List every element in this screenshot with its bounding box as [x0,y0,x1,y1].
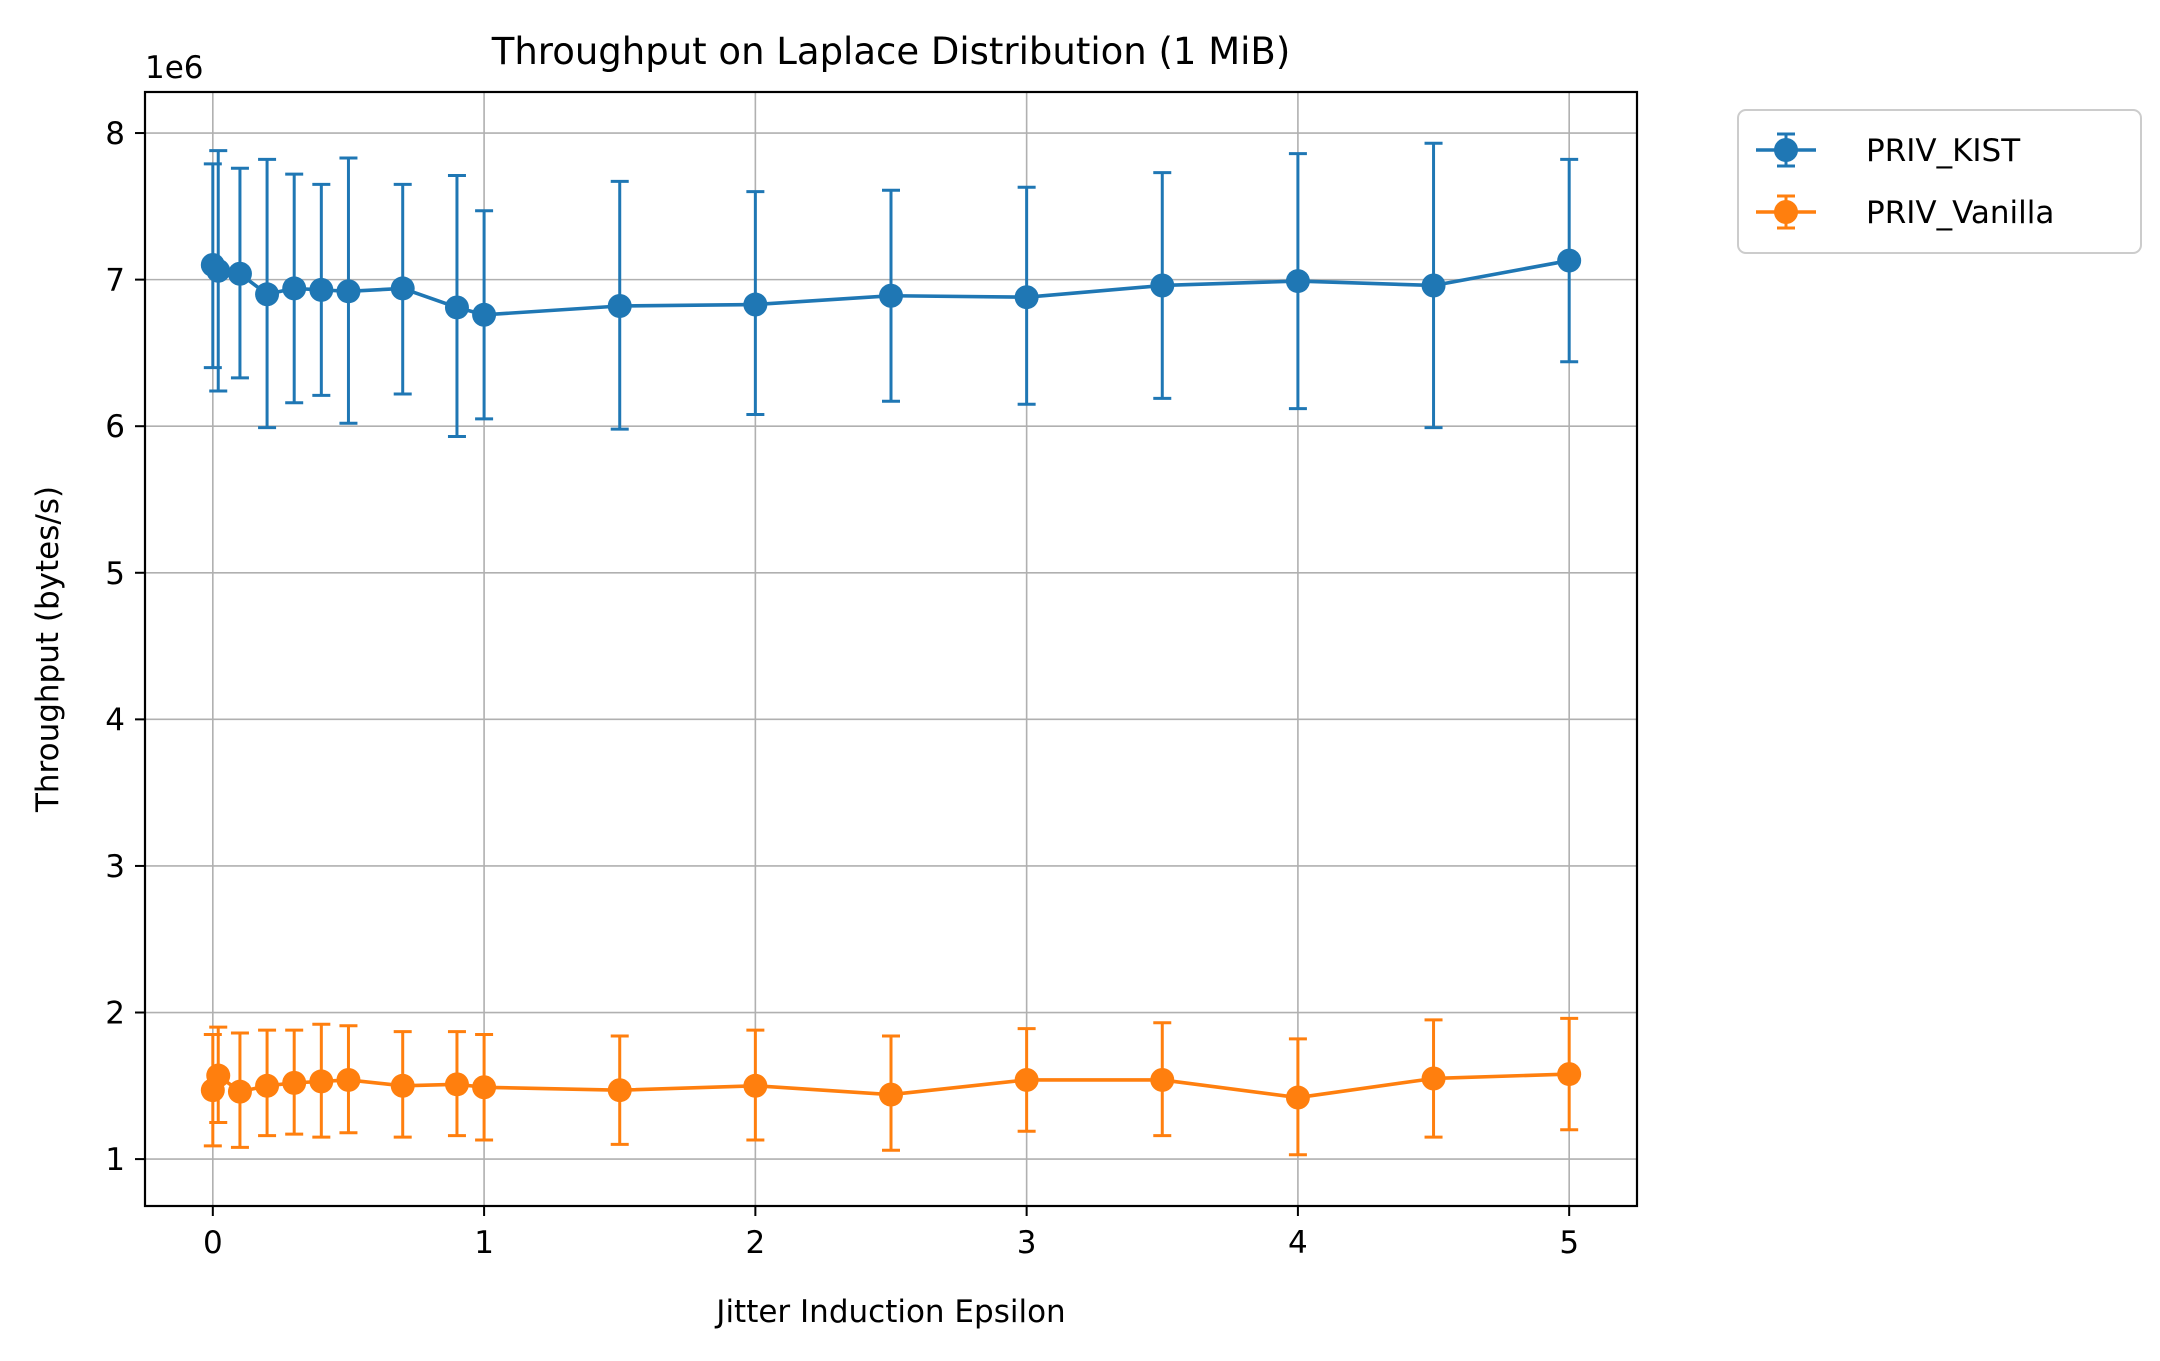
data-point [282,276,307,301]
data-point [309,277,334,302]
y-tick-label: 1 [105,1142,125,1178]
legend: PRIV_KIST PRIV_Vanilla [1737,109,2142,254]
data-point [472,302,497,327]
data-point [255,282,280,307]
y-tick-label: 3 [105,849,125,885]
series-PRIV_Vanilla [200,1016,1582,1157]
data-point [1285,269,1310,294]
legend-label: PRIV_Vanilla [1866,195,2054,231]
data-point [390,1073,415,1098]
x-axis-label: Jitter Induction Epsilon [714,1294,1065,1330]
data-point [1421,273,1446,298]
x-tick-label: 1 [474,1225,494,1261]
plot-frame [143,90,1639,1208]
data-point [444,1072,469,1097]
legend-marker [1774,138,1798,162]
data-point [227,1079,252,1104]
legend-entry-PRIV_KIST: PRIV_KIST [1756,132,2021,169]
data-point [1014,1067,1039,1092]
data-point [309,1069,334,1094]
x-tick-label: 5 [1559,1225,1579,1261]
x-tick-label: 0 [203,1225,223,1261]
data-point [1285,1085,1310,1110]
y-tick-label: 8 [105,116,125,152]
y-tick-label: 6 [105,409,125,445]
series-PRIV_KIST [200,141,1582,438]
data-point [472,1075,497,1100]
data-point [879,283,903,308]
ticks: 0 1 2 3 4 5 1 2 3 4 5 6 7 8 [105,116,1579,1261]
y-tick-label: 2 [105,996,125,1032]
data-point [390,276,415,301]
data-point [282,1070,307,1095]
data-point [607,294,632,319]
data-point [1150,273,1175,298]
data-point [1557,248,1582,273]
chart-title: Throughput on Laplace Distribution (1 Mi… [491,30,1291,73]
x-tick-label: 3 [1017,1225,1037,1261]
y-axis-label: Throughput (bytes/s) [30,486,66,813]
y-tick-label: 7 [105,263,125,299]
data-point [607,1078,632,1103]
data-point [206,1063,231,1088]
x-tick-label: 2 [745,1225,765,1261]
data-point [1421,1066,1446,1091]
legend-label: PRIV_KIST [1866,133,2021,169]
data-point [1557,1062,1582,1087]
x-tick-label: 4 [1288,1225,1308,1261]
data-point [879,1082,903,1107]
legend-entry-PRIV_Vanilla: PRIV_Vanilla [1756,194,2054,231]
data-point [444,295,469,320]
y-scale-label: 1e6 [145,50,204,86]
data-point [1014,285,1039,310]
series-layer [200,141,1582,1157]
y-tick-label: 4 [105,702,125,738]
data-point [1150,1067,1175,1092]
data-point [227,261,252,286]
data-point [743,1073,768,1098]
y-tick-label: 5 [105,556,125,592]
data-point [336,279,361,304]
data-point [255,1073,280,1098]
data-point [336,1067,361,1092]
legend-marker [1774,200,1798,224]
data-point [743,292,768,317]
legend-box [1737,109,2142,254]
data-point [206,258,231,283]
